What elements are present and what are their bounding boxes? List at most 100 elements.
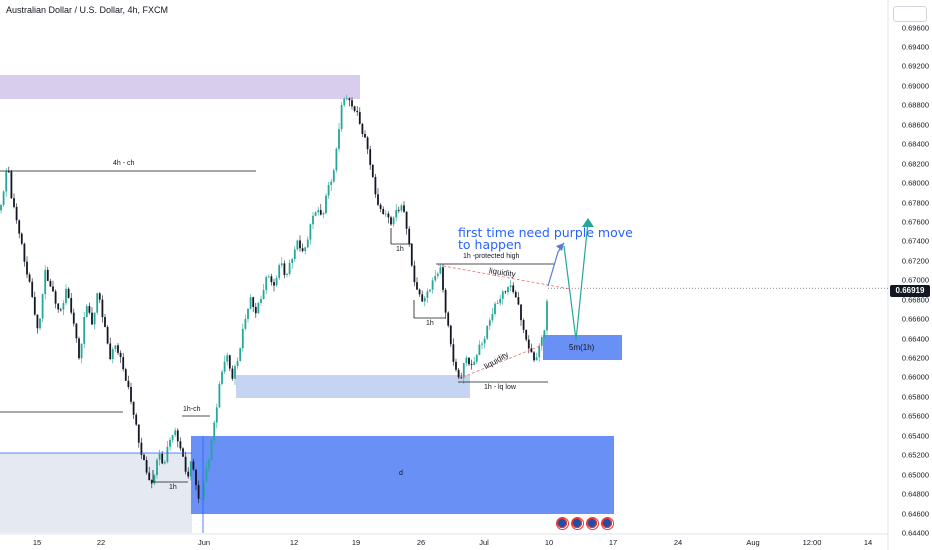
candle-body (314, 212, 317, 216)
candle-body (236, 360, 239, 367)
candle-body (436, 273, 439, 277)
x-tick-label: 12 (289, 538, 299, 547)
candle-body (0, 204, 2, 211)
candle-body (439, 267, 442, 274)
candle-body (358, 112, 361, 124)
candle-body (455, 361, 457, 370)
candle-body (200, 498, 203, 500)
candle-body (429, 289, 431, 292)
y-tick-label: 0.64600 (901, 509, 929, 519)
candle-body (273, 282, 275, 286)
candle-body (392, 217, 395, 225)
candle-body (83, 316, 86, 344)
candle-body (517, 297, 520, 305)
candle-body (260, 298, 262, 303)
candle-body (49, 280, 52, 287)
candle-body (88, 306, 91, 313)
candle-body (504, 291, 507, 293)
candle-body (345, 98, 348, 100)
candle-body (13, 198, 15, 207)
candle-body (496, 303, 499, 305)
candle-body (80, 343, 83, 359)
top-right-button[interactable] (893, 6, 927, 22)
candle-body (351, 100, 353, 107)
candle-body (395, 209, 398, 218)
candle-body (179, 441, 182, 449)
candle-body (213, 422, 216, 440)
x-tick-label: 12:00 (802, 538, 822, 547)
demand-zone-light (236, 375, 470, 398)
candle-body (161, 453, 164, 464)
candle-body (293, 249, 296, 259)
y-tick-label: 0.67800 (901, 198, 929, 207)
y-tick-label: 0.65000 (901, 470, 929, 480)
y-tick-label: 0.68800 (901, 100, 929, 110)
candle-body (119, 352, 122, 358)
x-tick-label: 19 (351, 538, 361, 547)
candle-body (5, 171, 8, 192)
candle-body (127, 380, 130, 388)
x-tick-label: Aug (746, 538, 760, 547)
candle-body (447, 312, 450, 326)
y-tick-label: 0.67600 (901, 217, 929, 227)
y-tick-label: 0.64400 (901, 528, 929, 538)
x-tick-label: 26 (416, 538, 426, 547)
candle-body (223, 361, 226, 372)
candle-body (343, 98, 346, 106)
candle-body (140, 442, 143, 455)
candle-body (286, 274, 288, 275)
candle-body (54, 291, 57, 304)
candle-body (96, 293, 99, 313)
candle-body (265, 276, 268, 291)
flag-icon-au-us[interactable] (571, 517, 584, 530)
candle-body (202, 482, 205, 499)
candle-body (122, 357, 125, 370)
candle-body (418, 289, 421, 295)
candle-body (416, 282, 418, 290)
candle-body (234, 366, 236, 379)
note-line-2: to happen (458, 237, 522, 252)
candle-body (65, 288, 67, 304)
candle-body (252, 297, 255, 307)
candle-body (421, 294, 424, 302)
candle-body (184, 456, 187, 472)
label-1h-c: 1h (169, 484, 177, 491)
candle-body (169, 439, 171, 447)
zone-5m-1h (543, 335, 622, 360)
candle-body (192, 461, 195, 470)
candle-body (410, 243, 413, 266)
x-tick-label: 17 (608, 538, 618, 547)
y-tick-label: 0.65400 (901, 431, 929, 441)
candle-body (299, 240, 301, 249)
y-tick-label: 0.66000 (901, 372, 929, 382)
x-tick-label: Jun (197, 538, 211, 547)
candle-body (15, 206, 18, 221)
y-tick-label: 0.66600 (901, 314, 929, 324)
candle-body (62, 303, 65, 310)
candle-body (377, 194, 379, 205)
candle-body (327, 184, 330, 196)
candle-body (509, 285, 512, 288)
flag-icon-au-us[interactable] (586, 517, 599, 530)
candle-body (210, 439, 213, 460)
flag-icon-au-us[interactable] (556, 517, 569, 530)
candle-body (153, 475, 156, 484)
candle-body (426, 291, 429, 298)
candle-body (85, 306, 88, 317)
candle-body (390, 217, 392, 225)
candle-body (114, 345, 117, 350)
candle-body (143, 454, 145, 461)
x-tick-label: Jul (479, 538, 489, 547)
candle-body (288, 262, 291, 275)
candle-body (215, 407, 218, 423)
candle-body (533, 352, 535, 361)
candle-body (67, 288, 70, 299)
candle-body (348, 98, 351, 101)
flag-icon-au-us[interactable] (601, 517, 614, 530)
candle-body (468, 357, 470, 365)
candle-body (481, 343, 483, 345)
left-demand-shade (0, 453, 192, 533)
x-tick-label: 15 (32, 538, 42, 547)
teal-arrow-head (582, 218, 594, 227)
